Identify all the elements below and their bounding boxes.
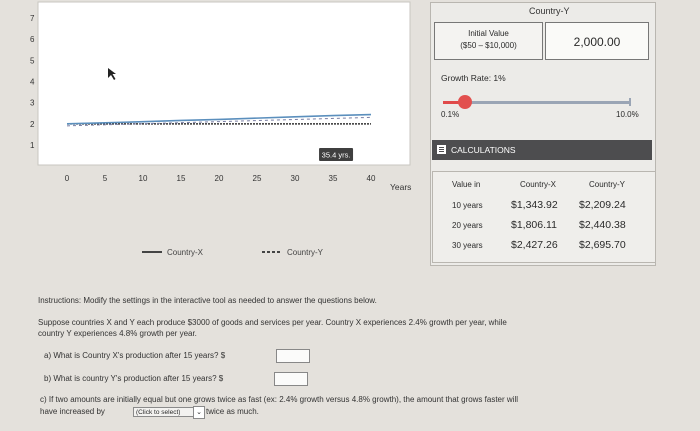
y-tick-label: 7 [30, 14, 35, 23]
initial-value-label-box: Initial Value ($50 – $10,000) [434, 22, 543, 60]
annotation-label: 35.4 yrs. [322, 151, 351, 160]
y-axis: 1 2 3 4 5 6 7 [30, 14, 35, 150]
problem-text-cont: country Y experiences 4.8% growth per ye… [38, 329, 197, 338]
calculations-table [432, 171, 656, 263]
x-tick-label: 15 [177, 174, 186, 183]
x-axis-label: Years [390, 182, 411, 192]
growth-rate-label: Growth Rate: 1% [441, 73, 506, 83]
table-cell-x: $1,806.11 [511, 219, 557, 231]
x-tick-label: 5 [103, 174, 108, 183]
x-tick-label: 20 [215, 174, 224, 183]
plot-area [37, 1, 411, 166]
growth-rate-slider-fill [443, 101, 465, 104]
table-cell-y: $2,695.70 [579, 239, 626, 251]
calculator-icon [437, 145, 446, 154]
table-cell-y: $2,440.38 [579, 219, 626, 231]
calculations-header: CALCULATIONS [432, 140, 652, 160]
x-tick-label: 40 [367, 174, 376, 183]
problem-text: Suppose countries X and Y each produce $… [38, 318, 507, 327]
question-a: a) What is Country X's production after … [44, 351, 226, 360]
mouse-cursor-icon [108, 68, 116, 80]
table-row-label: 20 years [452, 221, 483, 230]
table-header-country-y: Country-Y [589, 180, 626, 189]
growth-rate-slider-handle[interactable] [458, 95, 472, 109]
doubling-annotation: 35.4 yrs. [319, 148, 354, 161]
y-tick-label: 6 [30, 35, 35, 44]
question-c-suffix: twice as much. [206, 407, 259, 416]
answer-c-select[interactable]: (Click to select) [133, 407, 202, 417]
slider-end-tick [629, 98, 631, 106]
table-cell-y: $2,209.24 [579, 199, 626, 211]
series-country-y-dashes [66, 116, 372, 127]
country-selector-label[interactable]: Country-Y [529, 6, 570, 16]
initial-value-label: Initial Value [468, 29, 509, 38]
answer-b-input[interactable] [274, 372, 308, 386]
table-row-label: 30 years [452, 241, 483, 250]
calculations-title: CALCULATIONS [451, 145, 516, 155]
series-country-y-line [66, 113, 372, 125]
x-tick-label: 25 [253, 174, 262, 183]
y-tick-label: 3 [30, 99, 35, 108]
question-c-prefix: have increased by [40, 407, 105, 416]
legend-country-x: Country-X [167, 248, 204, 257]
legend-country-y: Country-Y [287, 248, 324, 257]
x-tick-label: 10 [139, 174, 148, 183]
table-header-value-in: Value in [452, 180, 481, 189]
y-tick-label: 5 [30, 56, 35, 65]
answer-a-input[interactable] [276, 349, 310, 363]
instructions-text: Instructions: Modify the settings in the… [38, 296, 377, 305]
initial-value-range: ($50 – $10,000) [460, 41, 517, 50]
table-cell-x: $2,427.26 [511, 239, 558, 251]
slider-min-label: 0.1% [441, 110, 460, 119]
x-axis: 0 5 10 15 20 25 30 35 40 [65, 174, 376, 183]
table-row-label: 10 years [452, 201, 483, 210]
y-tick-label: 4 [30, 78, 35, 87]
question-b: b) What is country Y's production after … [44, 374, 224, 383]
chevron-down-icon[interactable]: ⌄ [193, 406, 205, 419]
growth-chart: 1 2 3 4 5 6 7 0 5 10 15 20 25 30 35 40 Years 35.4 yrs.… [30, 1, 411, 257]
growth-rate-slider-track[interactable] [443, 101, 631, 104]
slider-max-label: 10.0% [616, 110, 639, 119]
x-tick-label: 35 [329, 174, 338, 183]
question-c: c) If two amounts are initially equal bu… [40, 395, 518, 404]
y-tick-label: 2 [30, 120, 35, 129]
table-header-country-x: Country-X [520, 180, 557, 189]
table-cell-x: $1,343.92 [511, 199, 558, 211]
x-tick-label: 0 [65, 174, 70, 183]
y-tick-label: 1 [30, 141, 35, 150]
initial-value-input[interactable]: 2,000.00 [545, 22, 649, 60]
x-tick-label: 30 [291, 174, 300, 183]
